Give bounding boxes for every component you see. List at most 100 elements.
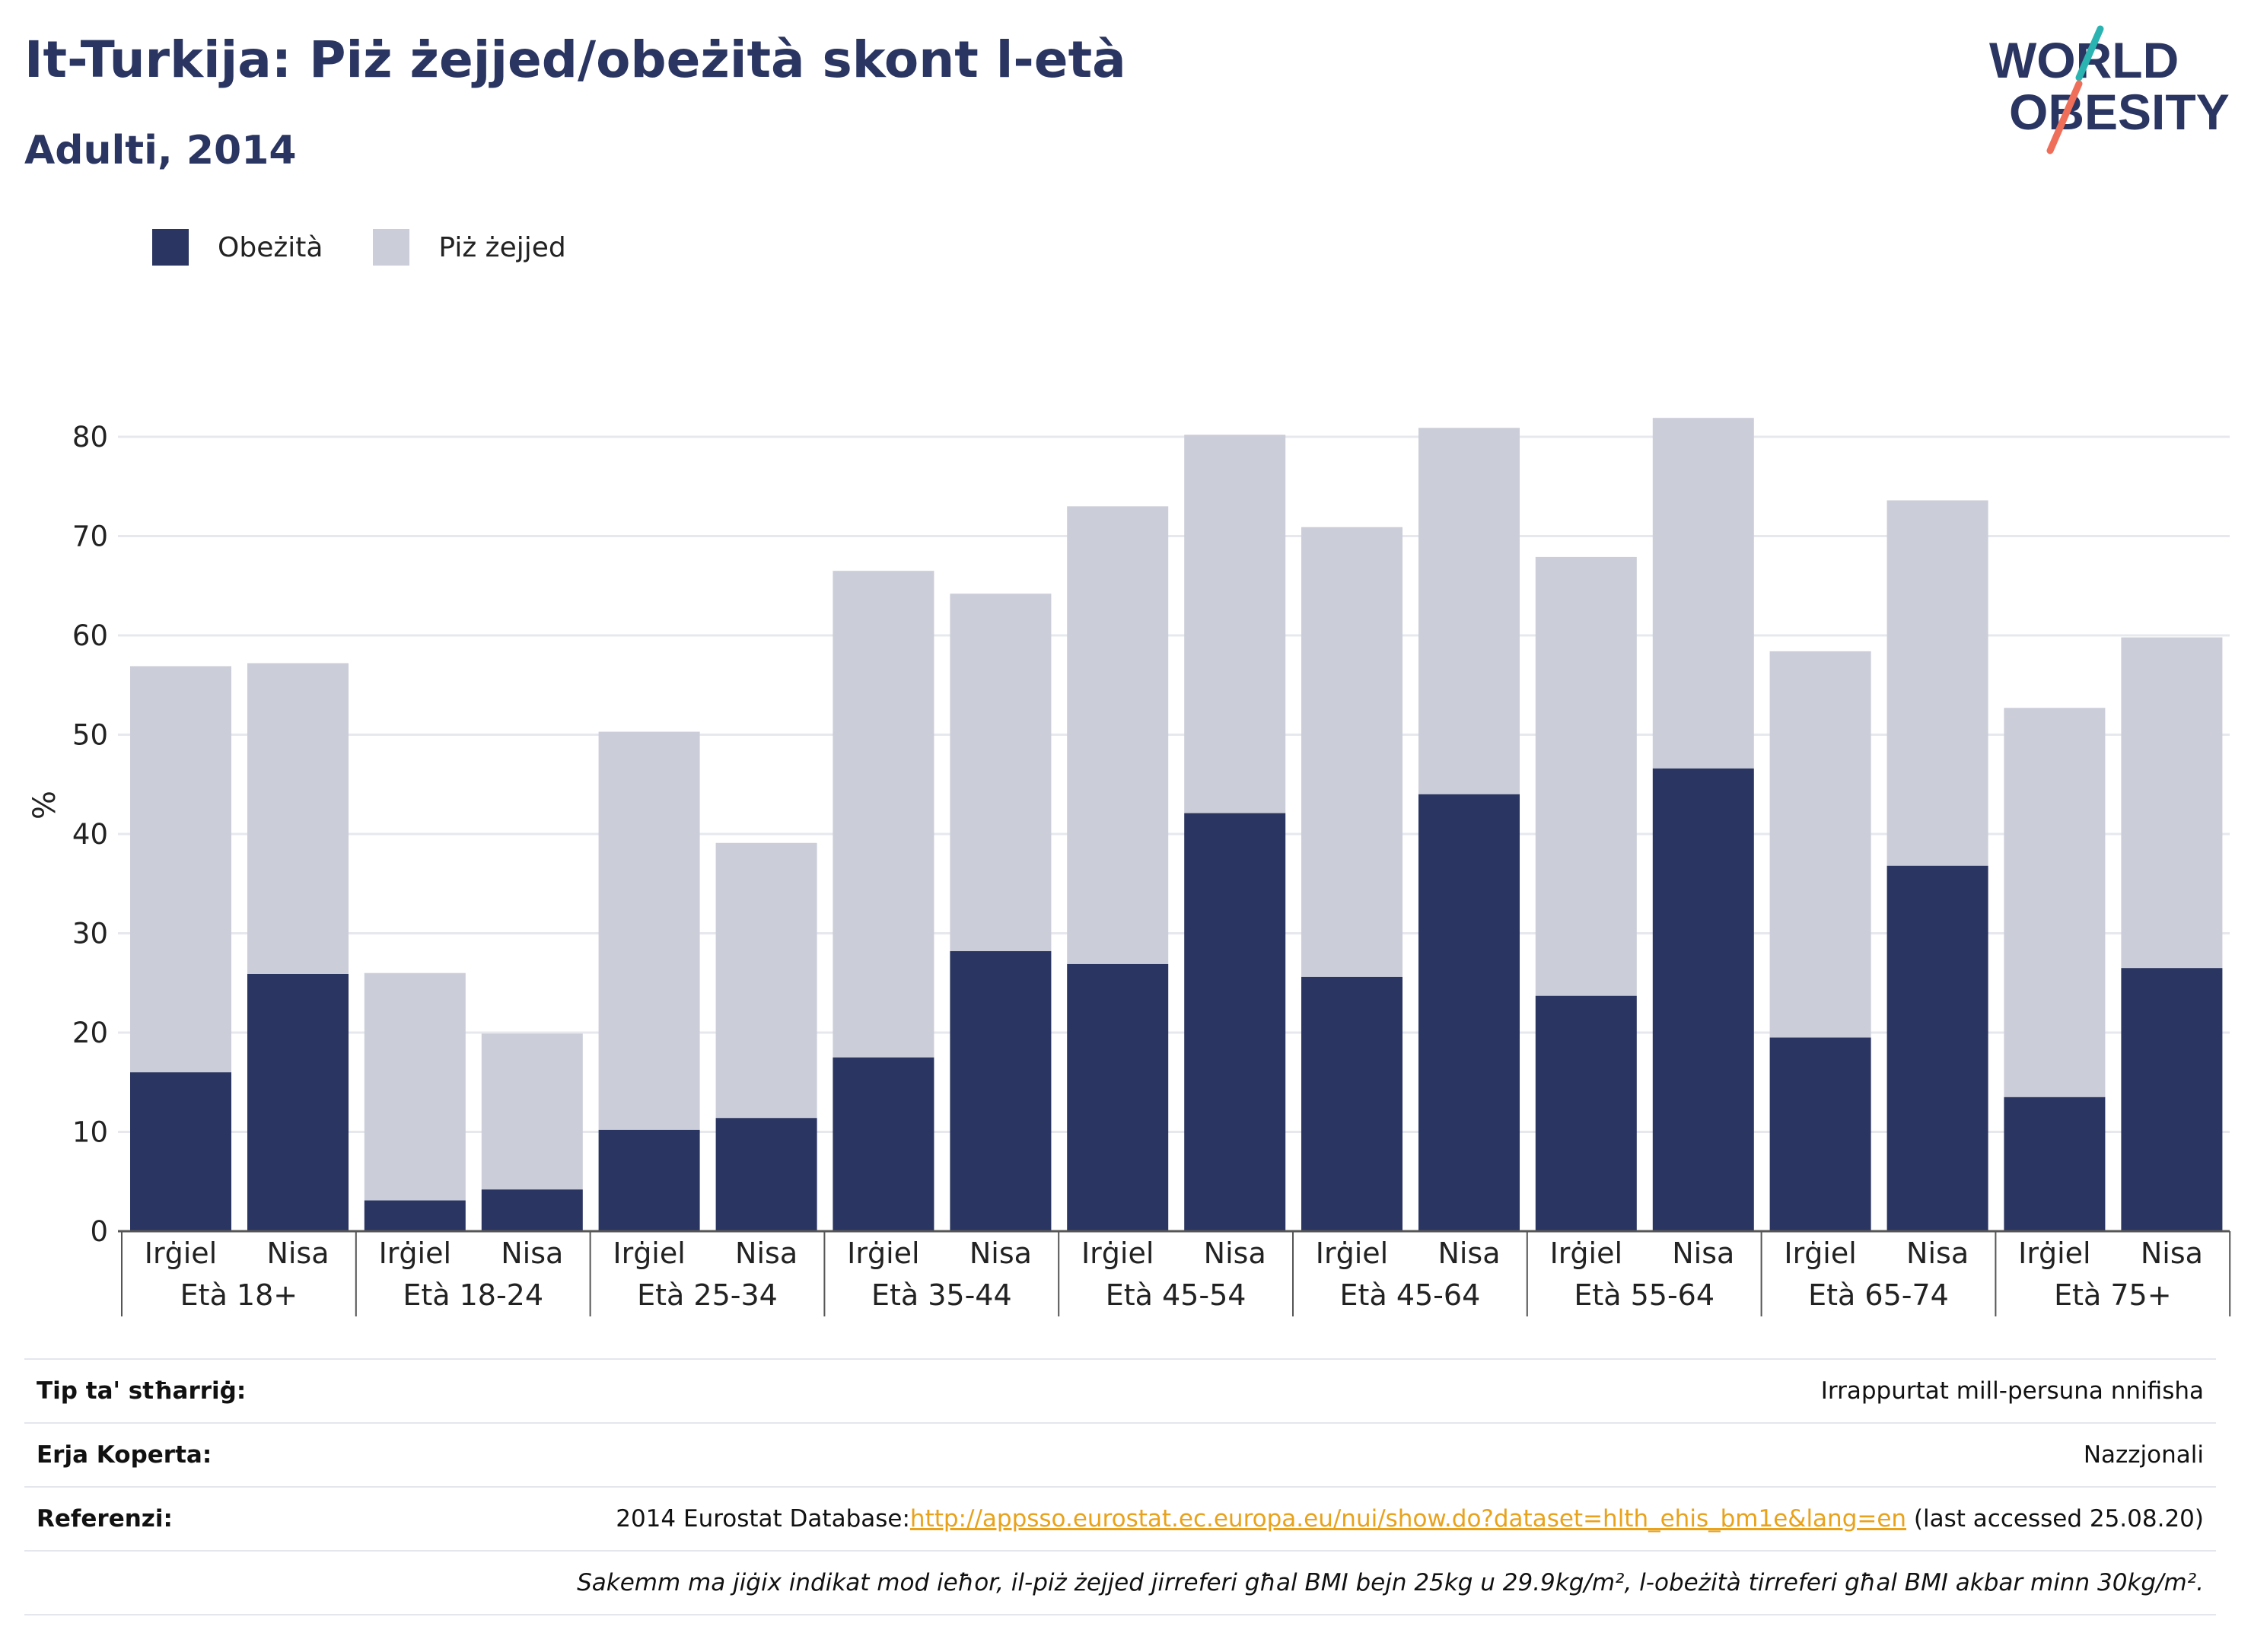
legend-swatch-obesity	[152, 229, 189, 266]
x-subcategory-label: Irġiel	[1316, 1237, 1388, 1270]
x-subcategory-label: Nisa	[1672, 1237, 1734, 1270]
x-group-label: Età 18-24	[403, 1278, 543, 1312]
y-tick-label: 30	[72, 918, 108, 950]
y-tick-label: 0	[90, 1215, 108, 1248]
bar-obesity	[1184, 813, 1286, 1231]
bar-overweight	[2121, 637, 2223, 969]
y-axis-label: %	[27, 791, 62, 820]
legend-item-obesity: Obeżità	[152, 229, 323, 266]
x-subcategory-label: Nisa	[1204, 1237, 1266, 1270]
bar-overweight	[1418, 428, 1520, 794]
bar-obesity	[1769, 1037, 1871, 1231]
bar-obesity	[1418, 794, 1520, 1231]
x-subcategory-label: Irġiel	[613, 1237, 685, 1270]
bar-overweight	[1769, 651, 1871, 1038]
x-subcategory-label: Nisa	[266, 1237, 329, 1270]
x-group-label: Età 55-64	[1574, 1278, 1715, 1312]
y-tick-label: 10	[72, 1116, 108, 1149]
stacked-bar-chart: 0 10 20 30 40 50 60 70 80% Irġiel Nisa Età 18+ Irġie…	[27, 418, 2231, 1316]
bar-overweight	[950, 594, 1052, 951]
bar-overweight	[2004, 708, 2106, 1097]
info-row-references: Referenzi: 2014 Eurostat Database:http:/…	[24, 1486, 2216, 1550]
survey-type-label: Tip ta' stħarriġ:	[37, 1377, 247, 1405]
references-prefix: 2014 Eurostat Database:	[616, 1505, 910, 1533]
bar-overweight	[364, 972, 466, 1201]
bar-obesity	[364, 1200, 466, 1231]
x-subcategory-label: Irġiel	[1550, 1237, 1622, 1270]
bar-obesity	[715, 1118, 817, 1231]
bar-overweight	[481, 1033, 583, 1190]
bar-overweight	[130, 666, 231, 1073]
bar-obesity	[950, 950, 1052, 1231]
x-subcategory-label: Nisa	[501, 1237, 563, 1270]
x-group-label: Età 65-74	[1808, 1278, 1949, 1312]
bar-obesity	[1886, 865, 1988, 1231]
x-subcategory-label: Nisa	[735, 1237, 798, 1270]
info-row-note: Sakemm ma jiġix indikat mod ieħor, il-pi…	[24, 1550, 2216, 1615]
references-value: 2014 Eurostat Database:http://appsso.eur…	[616, 1505, 2204, 1533]
y-tick-label: 70	[72, 520, 108, 553]
bar-obesity	[247, 974, 349, 1231]
bar-obesity	[481, 1189, 583, 1231]
info-table: Tip ta' stħarriġ: Irrappurtat mill-persu…	[24, 1358, 2216, 1615]
logo-line2: OBESITY	[2009, 84, 2230, 140]
bar-obesity	[1067, 963, 1169, 1231]
world-obesity-logo: WORLD OBESITY	[1989, 25, 2230, 154]
bar-obesity	[130, 1072, 231, 1231]
bar-overweight	[1184, 434, 1286, 813]
legend-label-overweight: Piż żejjed	[438, 231, 566, 263]
info-row-survey-type: Tip ta' stħarriġ: Irrappurtat mill-persu…	[24, 1358, 2216, 1422]
legend-label-obesity: Obeżità	[218, 231, 323, 263]
x-group-label: Età 25-34	[637, 1278, 778, 1312]
bar-obesity	[598, 1129, 700, 1231]
x-subcategory-label: Nisa	[969, 1237, 1032, 1270]
bar-obesity	[1301, 976, 1402, 1231]
references-suffix: (last accessed 25.08.20)	[1906, 1505, 2204, 1533]
x-subcategory-label: Irġiel	[1784, 1237, 1856, 1270]
bar-overweight	[833, 571, 934, 1058]
y-tick-label: 20	[72, 1017, 108, 1049]
y-tick-label: 80	[72, 421, 108, 454]
bar-overweight	[1535, 556, 1637, 996]
area-covered-label: Erja Koperta:	[37, 1441, 212, 1469]
x-subcategory-label: Irġiel	[1081, 1237, 1154, 1270]
bar-overweight	[1067, 506, 1169, 964]
y-tick-label: 40	[72, 818, 108, 851]
x-subcategory-label: Irġiel	[847, 1237, 919, 1270]
x-subcategory-label: Irġiel	[145, 1237, 217, 1270]
y-tick-label: 60	[72, 619, 108, 652]
x-group-label: Età 35-44	[871, 1278, 1012, 1312]
references-label: Referenzi:	[37, 1505, 173, 1533]
references-link[interactable]: http://appsso.eurostat.ec.europa.eu/nui/…	[909, 1505, 1907, 1533]
y-tick-label: 50	[72, 719, 108, 752]
bar-overweight	[715, 842, 817, 1119]
bar-overweight	[1301, 527, 1402, 977]
bar-overweight	[1886, 500, 1988, 866]
bar-overweight	[598, 731, 700, 1130]
bar-obesity	[833, 1057, 934, 1231]
x-group-label: Età 75+	[2054, 1278, 2171, 1312]
area-covered-value: Nazzjonali	[2083, 1441, 2204, 1469]
x-subcategory-label: Irġiel	[379, 1237, 451, 1270]
chart-title: It-Turkija: Piż żejjed/obeżità skont l-e…	[24, 30, 1126, 89]
chart-subtitle: Adulti, 2014	[24, 128, 297, 173]
bar-obesity	[1535, 995, 1637, 1231]
bar-overweight	[247, 663, 349, 975]
legend: Obeżità Piż żejjed	[152, 224, 616, 270]
bar-overweight	[1652, 418, 1754, 769]
legend-item-overweight: Piż żejjed	[373, 229, 566, 266]
logo-slash-coral	[2046, 80, 2083, 154]
bar-obesity	[2121, 968, 2223, 1231]
x-subcategory-label: Irġiel	[2018, 1237, 2090, 1270]
logo-slash-teal	[2075, 25, 2104, 81]
x-group-label: Età 45-64	[1340, 1278, 1481, 1312]
legend-swatch-overweight	[373, 229, 410, 266]
x-group-label: Età 18+	[180, 1278, 298, 1312]
x-group-label: Età 45-54	[1106, 1278, 1246, 1312]
bar-obesity	[1652, 768, 1754, 1231]
info-row-area-covered: Erja Koperta: Nazzjonali	[24, 1422, 2216, 1486]
bar-obesity	[2004, 1097, 2106, 1231]
x-subcategory-label: Nisa	[2141, 1237, 2203, 1270]
survey-type-value: Irrappurtat mill-persuna nnifisha	[1820, 1377, 2204, 1405]
definition-note: Sakemm ma jiġix indikat mod ieħor, il-pi…	[577, 1569, 2204, 1596]
